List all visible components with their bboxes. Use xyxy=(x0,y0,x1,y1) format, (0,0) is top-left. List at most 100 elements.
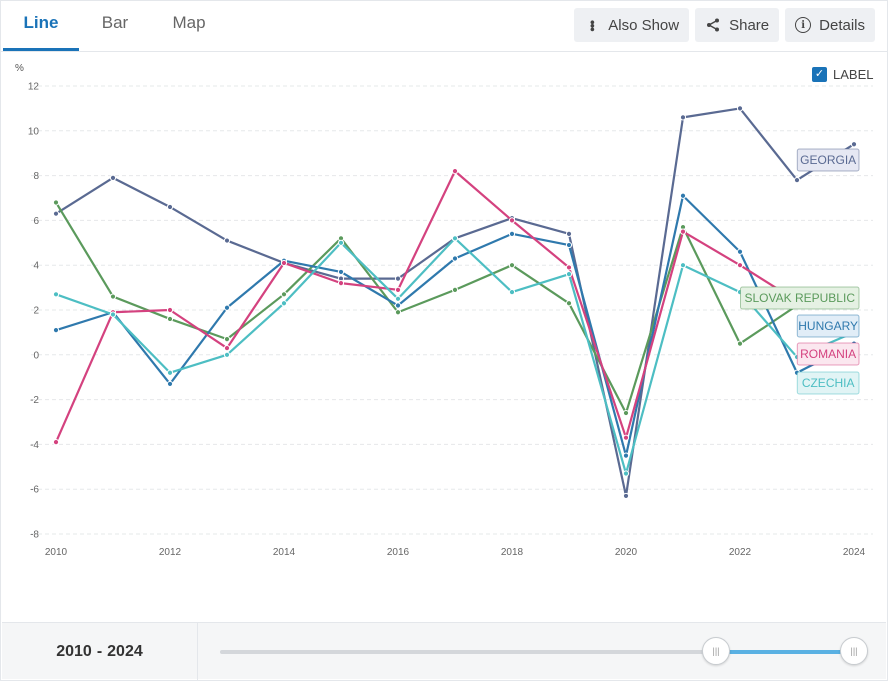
share-icon xyxy=(705,17,721,33)
series-line-georgia xyxy=(55,107,855,498)
data-point-georgia xyxy=(52,210,60,217)
data-point-slovak-republic xyxy=(166,315,174,323)
data-point-georgia xyxy=(166,203,174,211)
data-point-hungary xyxy=(679,192,687,199)
series-label-box-romania xyxy=(796,342,860,366)
data-point-hungary xyxy=(451,255,459,262)
data-point-slovak-republic xyxy=(109,293,117,300)
series-line-slovak-republic xyxy=(55,201,798,415)
line-chart: 12 10 8 6 4 2 0 -2 -4 -6 -8 2010 2012 2014 2016 2018 202… xyxy=(28,82,873,558)
range-selector: 2010 - 2024 ||| ||| xyxy=(2,622,886,680)
data-point-romania xyxy=(451,168,459,175)
data-point-romania xyxy=(622,434,630,441)
y-axis-unit: % xyxy=(15,63,24,74)
data-point-georgia xyxy=(565,230,573,237)
label-checkbox[interactable]: ✓ xyxy=(812,67,827,82)
tab-line[interactable]: Line xyxy=(3,1,79,51)
x-tick-label: 2018 xyxy=(501,547,524,558)
info-icon: i xyxy=(795,17,812,33)
data-point-czechia xyxy=(280,300,288,307)
x-tick-label: 2010 xyxy=(45,547,68,558)
data-point-slovak-republic xyxy=(280,291,288,298)
y-tick-label: 10 xyxy=(28,126,40,137)
x-tick-label: 2012 xyxy=(159,547,182,558)
data-point-hungary xyxy=(337,268,345,276)
details-button[interactable]: i Details xyxy=(785,8,875,42)
data-point-romania xyxy=(679,228,687,235)
data-point-hungary xyxy=(622,452,630,459)
data-point-hungary xyxy=(394,302,402,309)
range-track-fill xyxy=(717,650,854,654)
data-point-czechia xyxy=(223,351,231,358)
more-vertical-icon: ••• xyxy=(585,19,601,31)
x-tick-label: 2016 xyxy=(387,547,410,558)
data-point-czechia xyxy=(679,262,687,269)
y-tick-label: -4 xyxy=(30,440,39,451)
data-point-georgia xyxy=(394,275,402,282)
x-tick-label: 2020 xyxy=(615,547,638,558)
tab-map[interactable]: Map xyxy=(172,13,206,32)
data-point-georgia xyxy=(622,492,630,500)
range-label: 2010 - 2024 xyxy=(2,623,198,680)
share-button[interactable]: Share xyxy=(695,8,780,42)
details-label: Details xyxy=(819,16,865,34)
data-point-georgia xyxy=(223,237,231,244)
data-point-romania xyxy=(52,439,60,446)
range-end: 2024 xyxy=(107,642,143,660)
series-line-hungary xyxy=(55,194,855,457)
data-point-georgia xyxy=(793,176,801,184)
y-tick-label: 0 xyxy=(33,350,39,361)
data-point-slovak-republic xyxy=(736,340,744,347)
data-point-czechia xyxy=(337,239,345,246)
data-point-slovak-republic xyxy=(223,336,231,343)
series-label-hungary: HUNGARY xyxy=(798,319,858,333)
data-point-romania xyxy=(736,262,744,269)
data-point-georgia xyxy=(736,105,744,112)
data-point-romania xyxy=(166,306,174,314)
series-label-slovak-republic: SLOVAK REPUBLIC xyxy=(745,291,856,305)
range-end-handle[interactable]: ||| xyxy=(840,637,868,665)
y-tick-label: 6 xyxy=(33,216,39,227)
range-start-handle[interactable]: ||| xyxy=(702,637,730,665)
data-point-hungary xyxy=(565,241,573,249)
data-point-slovak-republic xyxy=(52,199,60,206)
also-show-button[interactable]: ••• Also Show xyxy=(574,8,690,42)
share-label: Share xyxy=(729,16,770,34)
y-tick-label: 2 xyxy=(33,306,39,317)
data-point-czechia xyxy=(451,235,459,242)
also-show-label: Also Show xyxy=(608,16,680,34)
data-point-romania xyxy=(280,259,288,267)
data-point-slovak-republic xyxy=(394,309,402,316)
data-point-georgia xyxy=(679,114,687,121)
data-point-slovak-republic xyxy=(508,262,516,269)
y-tick-label: 12 xyxy=(28,82,40,93)
range-separator: - xyxy=(96,642,103,660)
view-tabs: Line Bar Map xyxy=(3,1,227,51)
tab-bar[interactable]: Bar xyxy=(101,13,129,32)
series-label-box-hungary xyxy=(796,314,860,338)
range-track[interactable] xyxy=(220,650,854,654)
y-tick-label: 4 xyxy=(33,261,39,272)
data-point-slovak-republic xyxy=(451,286,459,293)
range-start: 2010 xyxy=(56,642,92,660)
x-tick-label: 2014 xyxy=(273,547,296,558)
label-toggle[interactable]: ✓ LABEL xyxy=(812,67,873,82)
data-point-czechia xyxy=(622,470,630,477)
data-point-romania xyxy=(337,280,345,287)
y-tick-label: -2 xyxy=(30,395,39,406)
series-label-czechia: CZECHIA xyxy=(802,376,855,390)
y-tick-label: 8 xyxy=(33,171,39,182)
data-point-georgia xyxy=(850,141,858,148)
data-point-slovak-republic xyxy=(565,300,573,307)
tabs-divider xyxy=(1,51,887,52)
series-label-box-georgia xyxy=(796,148,860,172)
series-line-romania xyxy=(54,170,798,443)
data-point-czechia xyxy=(394,295,402,302)
data-point-romania xyxy=(565,264,573,271)
series-label-box-czechia xyxy=(796,371,860,395)
data-point-hungary xyxy=(508,230,516,237)
data-point-hungary xyxy=(223,304,231,311)
data-point-romania xyxy=(223,344,231,352)
series-label-georgia: GEORGIA xyxy=(800,153,856,167)
